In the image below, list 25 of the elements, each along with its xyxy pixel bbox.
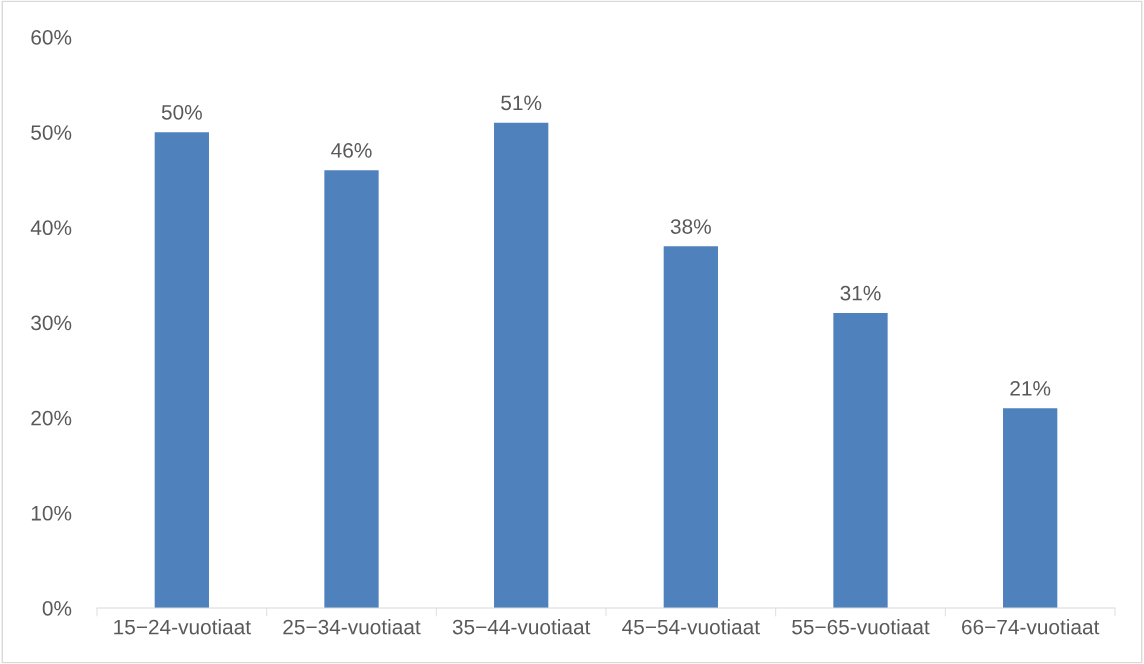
x-tick-label: 35−44-vuotiaat: [452, 619, 591, 635]
bar: [494, 122, 549, 608]
data-label: 51%: [501, 95, 542, 111]
data-label: 46%: [331, 143, 372, 158]
y-tick-label: 40%: [30, 220, 72, 236]
x-tick-label: 45−54-vuotiaat: [622, 619, 760, 635]
y-tick-label: 10%: [31, 505, 72, 521]
x-tick-label: 25−34-vuotiaat: [283, 619, 421, 635]
y-tick-label: 60%: [31, 30, 72, 45]
y-tick-label: 20%: [31, 410, 72, 426]
data-label: 31%: [840, 285, 881, 301]
x-tick-label: 15−24-vuotiaat: [114, 619, 251, 635]
data-label: 50%: [161, 104, 202, 120]
bar: [1003, 408, 1058, 608]
y-tick-label: 0%: [42, 601, 72, 616]
data-label: 21%: [1010, 380, 1051, 396]
bar: [324, 170, 379, 608]
bar: [833, 312, 888, 608]
y-tick-label: 30%: [31, 315, 72, 331]
bar: [154, 132, 209, 608]
x-tick-label: 66−74-vuotiaat: [962, 619, 1100, 635]
y-tick-label: 50%: [31, 125, 72, 140]
data-label: 38%: [670, 219, 711, 234]
x-tick-label: 55−65-vuotiaat: [792, 619, 930, 635]
bar: [663, 246, 718, 608]
